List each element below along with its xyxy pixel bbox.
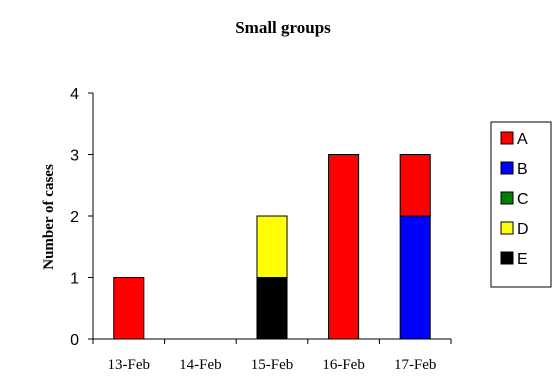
bar-segment-d: [256, 215, 288, 278]
x-tick-label: 14-Feb: [179, 357, 222, 373]
y-tick-label: 4: [70, 86, 79, 103]
y-tick-label: 1: [70, 271, 79, 288]
legend-label-c: C: [517, 191, 529, 208]
tick-labels: 0 1 2 3 4 13-Feb 14-Feb 15-Feb 16-Feb 17-Feb: [70, 86, 436, 373]
legend-label-a: A: [517, 131, 528, 148]
bar-segment-e: [256, 277, 288, 340]
chart-title: Small groups: [235, 18, 331, 37]
y-tick-label: 0: [70, 332, 79, 349]
legend-swatch-c: [500, 191, 514, 205]
legend-swatch-d: [500, 221, 514, 235]
y-tick-label: 3: [70, 148, 79, 165]
bar-segment-a: [328, 154, 360, 340]
x-tick-label: 13-Feb: [108, 357, 151, 373]
bars: [113, 154, 431, 340]
legend-swatch-a: [500, 131, 514, 145]
legend-swatch-b: [500, 161, 514, 175]
legend-label-e: E: [517, 251, 528, 268]
x-tick-label: 17-Feb: [394, 357, 437, 373]
y-axis-label: Number of cases: [41, 164, 57, 270]
legend-label-b: B: [517, 161, 528, 178]
x-tick-label: 16-Feb: [322, 357, 365, 373]
bar-segment-a: [113, 277, 145, 340]
legend-label-d: D: [517, 221, 529, 238]
bar-segment-a: [399, 154, 431, 217]
y-tick-label: 2: [70, 209, 79, 226]
bar-segment-b: [399, 215, 431, 340]
x-tick-label: 15-Feb: [251, 357, 294, 373]
legend-swatch-e: [500, 251, 514, 265]
